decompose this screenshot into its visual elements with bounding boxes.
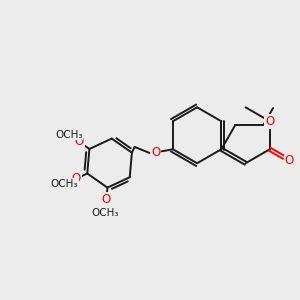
Text: OCH₃: OCH₃ bbox=[51, 179, 78, 189]
Text: O: O bbox=[151, 146, 160, 159]
Text: O: O bbox=[285, 154, 294, 167]
Text: O: O bbox=[102, 194, 111, 206]
Text: OCH₃: OCH₃ bbox=[55, 130, 83, 140]
Text: O: O bbox=[265, 115, 274, 128]
Text: O: O bbox=[75, 135, 84, 148]
Text: O: O bbox=[71, 172, 81, 185]
Text: OCH₃: OCH₃ bbox=[92, 208, 119, 218]
